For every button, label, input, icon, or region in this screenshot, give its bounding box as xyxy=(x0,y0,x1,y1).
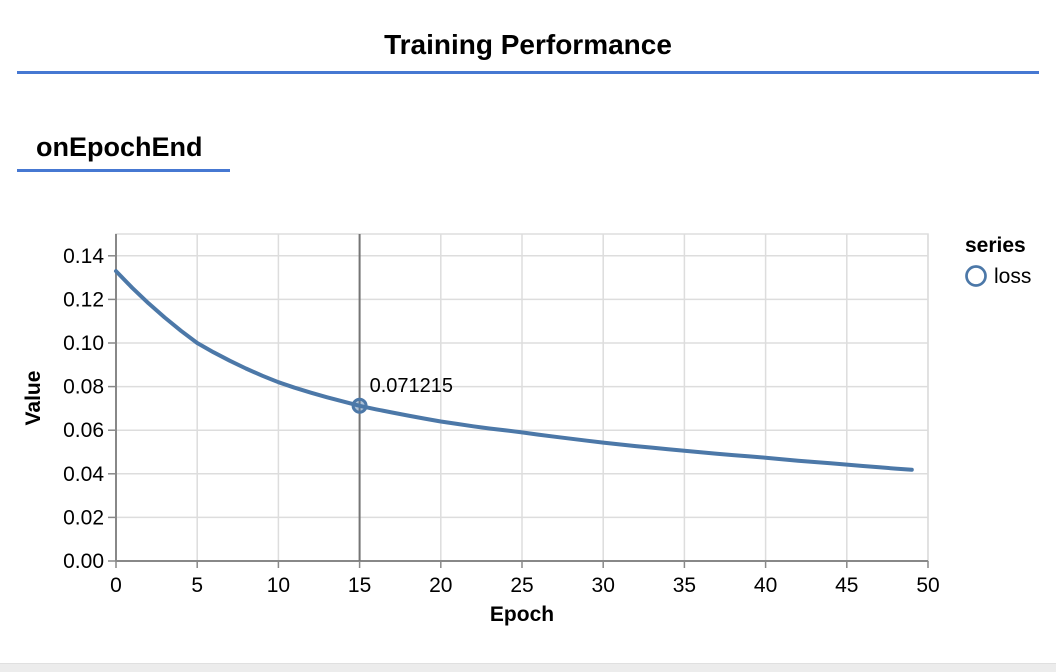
x-tick-label: 25 xyxy=(510,574,533,597)
legend-title: series xyxy=(965,234,1026,257)
x-tick-label: 20 xyxy=(429,574,452,597)
highlight-point[interactable] xyxy=(351,397,368,414)
x-tick-label: 15 xyxy=(348,574,371,597)
y-tick-label: 0.08 xyxy=(63,376,104,399)
series-curve-loss[interactable] xyxy=(114,269,914,472)
x-tick-label: 50 xyxy=(916,574,939,597)
section-title: onEpochEnd xyxy=(36,132,203,162)
y-tick-label: 0.02 xyxy=(63,506,104,529)
x-axis-title: Epoch xyxy=(490,603,554,626)
x-tick-label: 5 xyxy=(191,574,203,597)
x-tick-label: 35 xyxy=(673,574,696,597)
legend: series loss xyxy=(965,234,1031,288)
x-tick-label: 40 xyxy=(754,574,777,597)
y-axis-title: Value xyxy=(22,371,45,426)
x-tick-label: 30 xyxy=(592,574,615,597)
y-tick-label: 0.12 xyxy=(63,288,104,311)
grid-layer xyxy=(115,233,929,562)
bottom-strip xyxy=(0,663,1056,672)
legend-item-loss: loss xyxy=(965,265,1031,288)
series-layer xyxy=(114,234,914,561)
y-tick-label: 0.06 xyxy=(63,419,104,442)
section-divider xyxy=(17,169,230,172)
title-divider xyxy=(17,71,1039,74)
page-title: Training Performance xyxy=(384,29,672,60)
circle-outline-icon xyxy=(965,265,987,287)
plot-area[interactable] xyxy=(116,234,928,561)
x-tick-label: 45 xyxy=(835,574,858,597)
legend-item-label: loss xyxy=(994,265,1031,288)
tooltip-value-label: 0.071215 xyxy=(370,375,453,397)
x-tick-label: 10 xyxy=(267,574,290,597)
axis-layer: 0 5 10 15 20 25 30 35 40 45 50 0.00 0.02 0.04 0.06 0.08… xyxy=(63,234,940,597)
x-tick-label: 0 xyxy=(110,574,122,597)
y-tick-label: 0.04 xyxy=(63,463,104,486)
y-tick-label: 0.10 xyxy=(63,332,104,355)
y-tick-label: 0.00 xyxy=(63,550,104,573)
y-tick-label: 0.14 xyxy=(63,245,104,268)
